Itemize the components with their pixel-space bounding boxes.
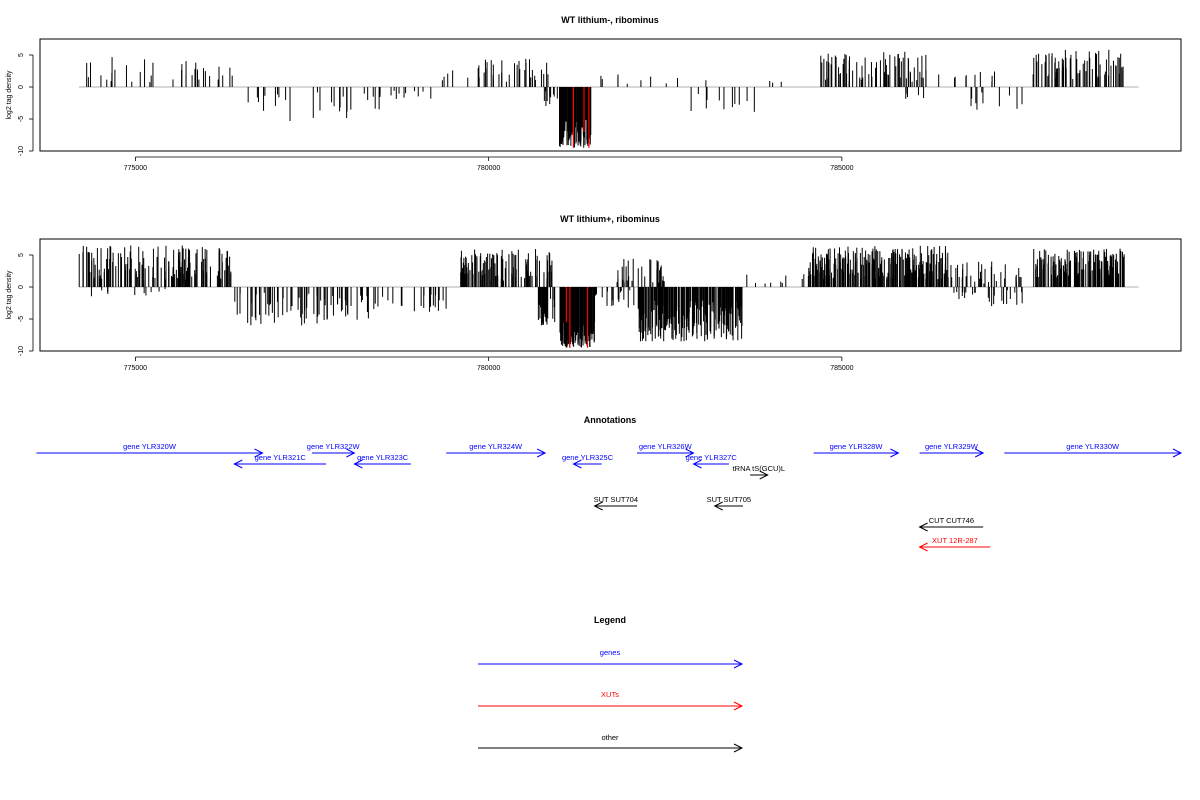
x-tick-label: 785000 — [830, 365, 853, 372]
y-tick-label: -10 — [18, 146, 25, 156]
feature-label: gene YLR330W — [1066, 442, 1120, 451]
bar-group — [78, 245, 1139, 348]
legend-label-xuts: XUTs — [601, 690, 619, 699]
y-axis-label: log2 tag density — [6, 70, 13, 120]
feature-label: CUT CUT746 — [929, 516, 974, 525]
feature-label: gene YLR327C — [686, 453, 738, 462]
x-tick-label: 775000 — [124, 365, 147, 372]
feature-label: gene YLR328W — [830, 442, 884, 451]
y-axis: -10 -5 0 5 — [18, 253, 34, 356]
feature-gene-ylr325c: gene YLR325C — [562, 453, 614, 469]
y-tick-label: 0 — [18, 285, 25, 289]
x-axis: 775000 780000 785000 — [124, 356, 854, 372]
plot-frame — [39, 38, 1182, 152]
feature-gene-ylr320w: gene YLR320W — [36, 442, 264, 458]
feature-gene-ylr326w: gene YLR326W — [636, 442, 695, 458]
feature-gene-ylr330w: gene YLR330W — [1004, 442, 1183, 458]
plot-frame — [39, 238, 1182, 352]
feature-label: gene YLR320W — [123, 442, 177, 451]
x-axis: 775000 780000 785000 — [124, 156, 854, 172]
legend-arrow-genes — [478, 659, 744, 669]
feature-label: gene YLR329W — [925, 442, 979, 451]
x-tick-label: 780000 — [477, 365, 500, 372]
density-panel-lithium-minus: WT lithium-, ribominus -10 -5 0 5 775000 780… — [6, 15, 1182, 172]
feature-label: SUT SUT705 — [707, 495, 751, 504]
legend-title: Legend — [594, 615, 626, 625]
y-axis: -10 -5 0 5 — [18, 53, 34, 156]
feature-sut-sut704: SUT SUT704 — [593, 495, 638, 511]
y-tick-label: 5 — [18, 53, 25, 57]
y-tick-label: -5 — [18, 316, 25, 322]
legend-label-other: other — [601, 733, 619, 742]
feature-trna-ts-gcu-l: tRNA tS(GCU)L — [733, 464, 786, 480]
feature-label: SUT SUT704 — [594, 495, 638, 504]
feature-label: gene YLR323C — [357, 453, 409, 462]
feature-label: gene YLR324W — [469, 442, 523, 451]
panel-title: WT lithium+, ribominus — [560, 214, 660, 224]
feature-label: XUT 12R-287 — [932, 536, 978, 545]
annotations-title: Annotations — [584, 415, 637, 425]
feature-gene-ylr321c: gene YLR321C — [233, 453, 327, 469]
feature-label: tRNA tS(GCU)L — [733, 464, 786, 473]
legend-arrow-other — [478, 743, 744, 753]
panel-title: WT lithium-, ribominus — [561, 15, 659, 25]
feature-label: gene YLR325C — [562, 453, 614, 462]
y-axis-label: log2 tag density — [6, 270, 13, 320]
y-tick-label: 5 — [18, 253, 25, 257]
legend-label-genes: genes — [600, 648, 621, 657]
feature-gene-ylr327c: gene YLR327C — [686, 453, 738, 469]
x-tick-label: 780000 — [477, 165, 500, 172]
feature-gene-ylr328w: gene YLR328W — [813, 442, 900, 458]
feature-xut-12r-287: XUT 12R-287 — [918, 536, 991, 552]
density-panel-lithium-plus: WT lithium+, ribominus -10 -5 0 5 775000 780… — [6, 214, 1182, 372]
feature-label: gene YLR321C — [255, 453, 307, 462]
feature-gene-ylr323c: gene YLR323C — [353, 453, 411, 469]
feature-sut-sut705: SUT SUT705 — [707, 495, 751, 511]
y-tick-label: -10 — [18, 346, 25, 356]
x-tick-label: 775000 — [124, 165, 147, 172]
legend-arrow-xuts — [478, 701, 744, 711]
feature-gene-ylr324w: gene YLR324W — [446, 442, 547, 458]
legend: Legend genes XUTs other — [478, 615, 744, 753]
feature-gene-ylr322w: gene YLR322W — [307, 442, 361, 458]
feature-gene-ylr329w: gene YLR329W — [919, 442, 985, 458]
bar-group — [78, 49, 1139, 148]
y-tick-label: 0 — [18, 85, 25, 89]
feature-cut-cut746: CUT CUT746 — [918, 516, 984, 532]
y-tick-label: -5 — [18, 116, 25, 122]
feature-label: gene YLR322W — [307, 442, 361, 451]
x-tick-label: 785000 — [830, 165, 853, 172]
feature-label: gene YLR326W — [639, 442, 693, 451]
